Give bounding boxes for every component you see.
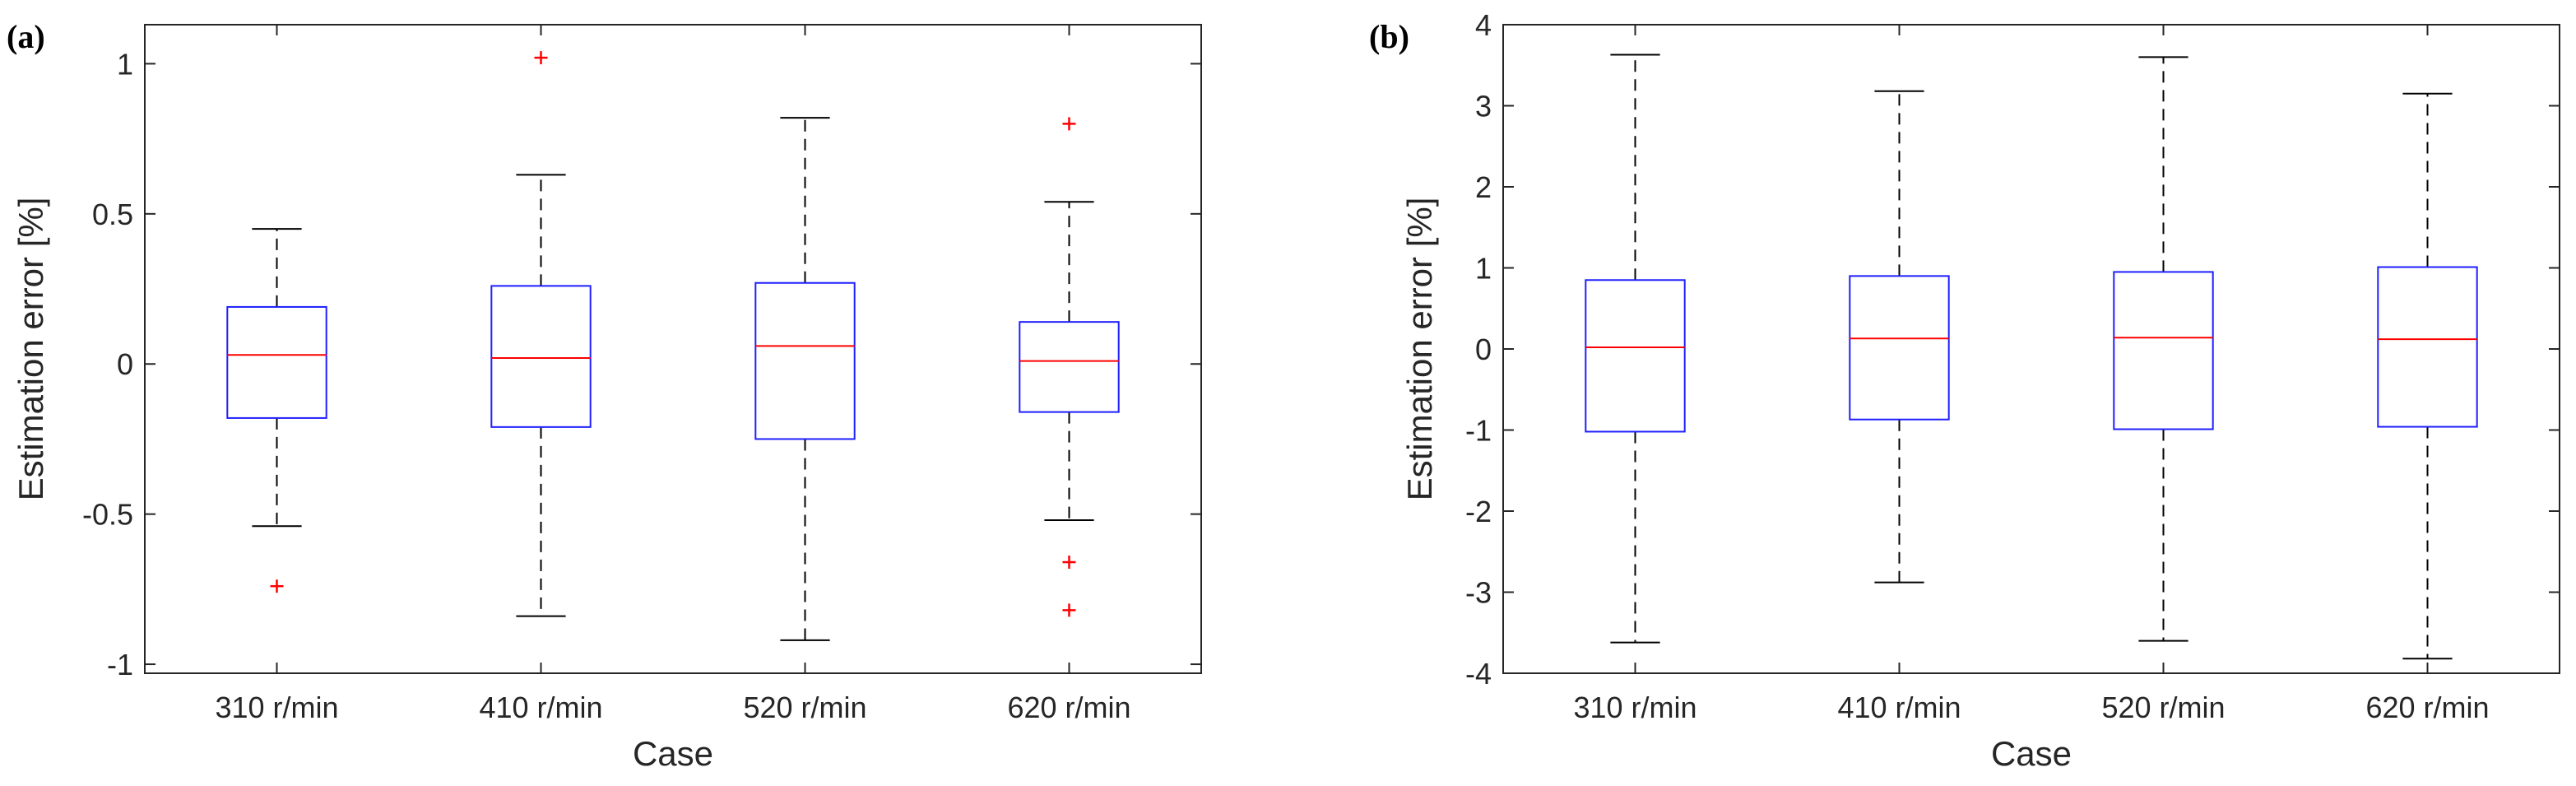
y-tick-label: -1: [107, 648, 133, 681]
iqr-box: [226, 305, 327, 419]
y-tick-label: 3: [1475, 90, 1492, 123]
x-axis-title: Case: [1991, 734, 2072, 773]
box-310-r-min: [226, 228, 327, 593]
panel-label: (b): [1369, 18, 1409, 55]
x-tick-label: 410 r/min: [479, 691, 602, 724]
iqr-box: [1019, 321, 1120, 413]
y-tick-label: -3: [1465, 576, 1492, 610]
axes-frame: [144, 24, 1202, 674]
iqr-box: [1849, 275, 1950, 421]
x-tick-label: 620 r/min: [1007, 691, 1130, 724]
x-tick-label: 520 r/min: [743, 691, 866, 724]
box-310-r-min: [1585, 53, 1686, 644]
y-tick-label: -2: [1465, 495, 1492, 528]
box-410-r-min: [490, 51, 592, 617]
iqr-box: [490, 285, 592, 428]
box-620-r-min: [2377, 92, 2478, 660]
box-620-r-min: [1019, 117, 1120, 617]
axes-frame: [1502, 24, 2560, 674]
outlier-marker: [1062, 603, 1076, 617]
box-520-r-min: [2113, 56, 2214, 642]
box-520-r-min: [754, 117, 856, 641]
y-axis-title: Estimation error [%]: [12, 198, 50, 501]
y-tick-label: 1: [1475, 252, 1492, 286]
y-tick-label: 1: [117, 47, 133, 81]
y-tick-label: -4: [1465, 657, 1492, 691]
iqr-box: [754, 281, 856, 440]
x-tick-label: 310 r/min: [1573, 691, 1696, 724]
y-tick-label: 0.5: [92, 198, 133, 231]
x-tick-label: 620 r/min: [2365, 691, 2489, 724]
iqr-box: [2377, 266, 2478, 428]
y-tick-label: 0: [1475, 333, 1492, 366]
x-tick-label: 310 r/min: [215, 691, 338, 724]
x-tick-label: 520 r/min: [2101, 691, 2225, 724]
y-tick-label: 0: [117, 347, 133, 381]
y-tick-label: -0.5: [82, 498, 133, 532]
outlier-marker: [1062, 117, 1076, 131]
outlier-marker: [534, 51, 548, 65]
panel-b: -4 -3 -2 -1 0 1 2 3 4 310 r/min 410 r/min 520 r/min…: [1369, 8, 2560, 773]
panel-label: (a): [7, 18, 45, 55]
x-axis-title: Case: [633, 734, 713, 773]
box-410-r-min: [1849, 90, 1950, 584]
y-tick-label: 4: [1475, 8, 1492, 42]
y-tick-label: 2: [1475, 170, 1492, 204]
outlier-marker: [1062, 556, 1076, 570]
iqr-box: [2113, 271, 2214, 430]
y-axis-title: Estimation error [%]: [1400, 198, 1439, 501]
iqr-box: [1585, 279, 1686, 433]
outlier-marker: [270, 579, 284, 593]
x-tick-label: 410 r/min: [1837, 691, 1961, 724]
panel-a: -1 -0.5 0 0.5 1 310 r/min 410 r/min 520 r/min 62…: [7, 18, 1202, 773]
y-tick-label: -1: [1465, 414, 1492, 448]
